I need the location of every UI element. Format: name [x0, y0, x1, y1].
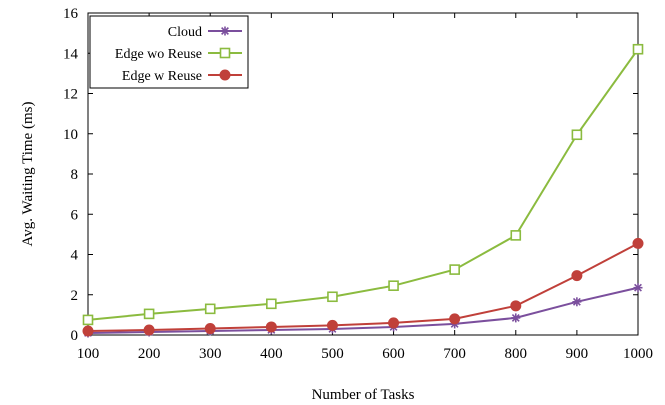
- data-point: [450, 314, 460, 324]
- series-line: [88, 243, 638, 331]
- x-axis-label: Number of Tasks: [312, 387, 415, 403]
- data-point: [572, 297, 581, 306]
- x-tick-label: 600: [382, 346, 405, 362]
- data-point: [572, 271, 582, 281]
- data-point: [572, 130, 581, 139]
- x-tick-label: 800: [505, 346, 528, 362]
- x-tick-label: 1000: [623, 346, 653, 362]
- data-point: [205, 324, 215, 334]
- series-line: [88, 49, 638, 320]
- x-tick-label: 200: [138, 346, 161, 362]
- y-tick-label: 2: [71, 288, 79, 304]
- data-point: [634, 45, 643, 54]
- legend-marker: [221, 27, 230, 36]
- legend-marker: [220, 70, 230, 80]
- y-tick-label: 12: [63, 87, 78, 103]
- y-tick-label: 14: [63, 46, 79, 62]
- data-point: [83, 326, 93, 336]
- y-tick-label: 4: [71, 248, 79, 264]
- y-tick-label: 8: [71, 167, 79, 183]
- data-point: [511, 313, 520, 322]
- x-tick-label: 400: [260, 346, 283, 362]
- y-tick-label: 10: [63, 127, 78, 143]
- y-tick-label: 0: [71, 328, 79, 344]
- data-point: [206, 304, 215, 313]
- data-point: [450, 265, 459, 274]
- y-tick-label: 6: [71, 207, 79, 223]
- data-point: [84, 315, 93, 324]
- x-tick-label: 500: [321, 346, 344, 362]
- x-tick-label: 700: [443, 346, 466, 362]
- y-tick-label: 16: [63, 6, 79, 22]
- data-point: [328, 292, 337, 301]
- y-axis-label: Avg. Waiting Time (ms): [20, 102, 36, 247]
- data-point: [389, 318, 399, 328]
- data-point: [511, 231, 520, 240]
- data-point: [267, 299, 276, 308]
- series-line: [88, 288, 638, 333]
- x-tick-label: 100: [77, 346, 100, 362]
- legend-label: Edge wo Reuse: [115, 47, 202, 62]
- data-point: [389, 281, 398, 290]
- x-tick-label: 300: [199, 346, 222, 362]
- x-tick-label: 900: [566, 346, 589, 362]
- data-point: [511, 301, 521, 311]
- series-edge-w-reuse: [83, 238, 643, 336]
- data-point: [634, 283, 643, 292]
- legend-marker: [221, 49, 230, 58]
- legend: Cloud Edge wo Reuse Edge w Reuse: [90, 16, 248, 88]
- series-layer: [83, 45, 643, 338]
- legend-label: Cloud: [168, 25, 202, 40]
- data-point: [266, 322, 276, 332]
- data-point: [327, 320, 337, 330]
- data-point: [633, 238, 643, 248]
- data-point: [144, 325, 154, 335]
- data-point: [145, 309, 154, 318]
- legend-label: Edge w Reuse: [122, 69, 202, 84]
